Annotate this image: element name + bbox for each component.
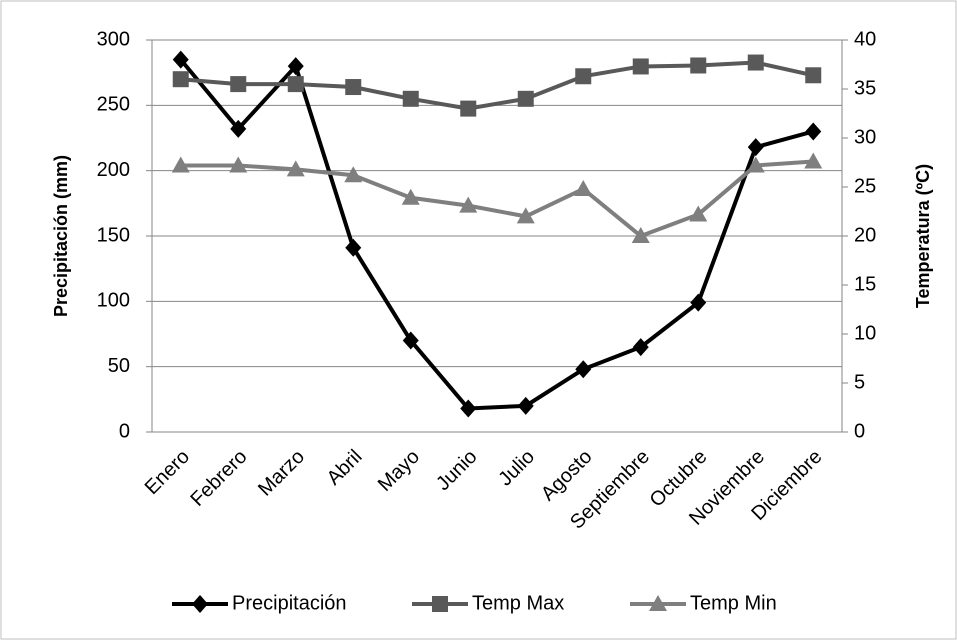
legend-marker — [432, 596, 448, 612]
point — [575, 360, 592, 379]
y2-tick-label: 35 — [854, 77, 876, 99]
point — [516, 207, 535, 224]
point — [460, 399, 477, 418]
point — [459, 196, 478, 213]
point — [632, 58, 649, 75]
legend-label: Temp Min — [690, 592, 777, 614]
y2-tick-label: 15 — [854, 273, 876, 295]
y-tick-label: 200 — [97, 159, 130, 181]
point — [402, 90, 419, 107]
y2-tick-label: 40 — [854, 28, 876, 50]
point — [689, 205, 708, 222]
point — [632, 338, 649, 357]
legend-marker — [192, 595, 208, 613]
y-tick-label: 100 — [97, 290, 130, 312]
y2-tick-label: 25 — [854, 175, 876, 197]
legend-label: Temp Max — [472, 592, 564, 614]
point — [574, 179, 593, 196]
y2-tick-label: 10 — [854, 322, 876, 344]
point — [172, 50, 189, 69]
point — [460, 100, 477, 117]
point — [344, 166, 363, 183]
point — [747, 54, 764, 71]
point — [517, 396, 534, 415]
y2-axis-title: Temperatura (ºC) — [913, 164, 933, 308]
point — [172, 71, 189, 88]
y-tick-label: 150 — [97, 224, 130, 246]
point — [575, 68, 592, 85]
y2-tick-label: 5 — [854, 371, 865, 393]
point — [805, 67, 822, 84]
point — [287, 57, 304, 76]
y2-tick-label: 30 — [854, 126, 876, 148]
point — [230, 76, 247, 93]
y-axis-title: Precipitación (mm) — [51, 155, 71, 317]
series-line — [180, 159, 814, 239]
y-tick-label: 300 — [97, 28, 130, 50]
point — [690, 57, 707, 74]
series-line — [180, 60, 814, 111]
point — [229, 156, 248, 173]
series-line — [179, 58, 814, 411]
y-tick-label: 250 — [97, 94, 130, 116]
legend-marker — [649, 595, 667, 611]
point — [804, 152, 823, 169]
point — [230, 119, 247, 138]
point — [286, 160, 305, 177]
y-tick-label: 0 — [119, 420, 130, 442]
point — [690, 293, 707, 312]
point — [747, 138, 764, 157]
point — [517, 90, 534, 107]
point — [345, 238, 362, 257]
point — [402, 331, 419, 350]
point — [171, 156, 190, 173]
point — [746, 156, 765, 173]
point — [631, 227, 650, 243]
point — [805, 122, 822, 141]
y2-tick-label: 0 — [854, 420, 865, 442]
y-tick-label: 50 — [108, 355, 130, 377]
point — [401, 188, 420, 205]
point — [287, 76, 304, 93]
legend-label: Precipitación — [232, 592, 347, 614]
point — [345, 79, 362, 96]
y2-tick-label: 20 — [854, 224, 876, 246]
